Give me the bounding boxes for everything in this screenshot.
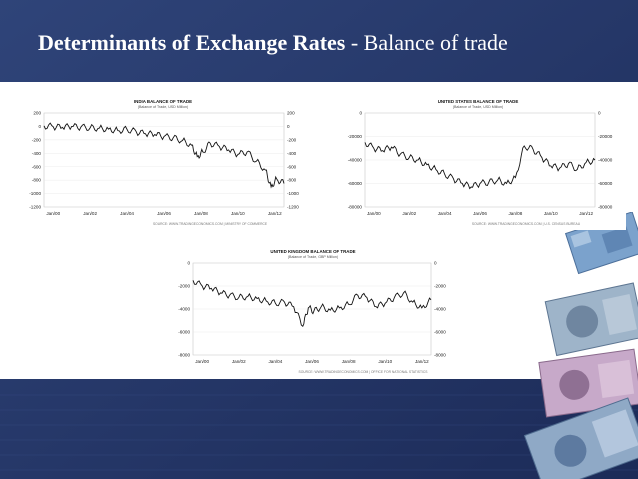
chart-india: INDIA BALANCE OF TRADE (Balance of Trade… <box>14 95 312 230</box>
y-tick-label-right: -200 <box>287 137 297 142</box>
chart-title: UNITED KINGDOM BALANCE OF TRADE <box>270 249 355 254</box>
chart-us-svg: UNITED STATES BALANCE OF TRADE (Balance … <box>348 99 613 226</box>
x-tick-label: Jan/08 <box>194 211 208 216</box>
y-tick-label: -4000 <box>178 307 190 312</box>
x-tick-label: Jan/10 <box>378 359 392 364</box>
y-tick-label-right: -60000 <box>598 181 613 186</box>
chart-source: SOURCE: WWW.TRADINGECONOMICS.COM | OFFIC… <box>299 370 429 374</box>
y-tick-label: -6000 <box>178 330 190 335</box>
y-tick-label-right: -4000 <box>434 307 446 312</box>
slide-title: Determinants of Exchange Rates - Balance… <box>38 30 508 56</box>
y-tick-label-right: 0 <box>598 111 601 116</box>
banknotes-image <box>523 212 638 479</box>
y-tick-label-right: 200 <box>287 111 295 116</box>
y-tick-label-right: -800 <box>287 178 297 183</box>
chart-subtitle: (Balance of Trade, USD Million) <box>138 105 188 109</box>
x-tick-label: Jan/04 <box>268 359 282 364</box>
x-tick-label: Jan/06 <box>157 211 171 216</box>
y-tick-label: 200 <box>33 111 41 116</box>
chart-source: SOURCE: WWW.TRADINGECONOMICS.COM | U.S. … <box>472 222 581 226</box>
chart-source: SOURCE: WWW.TRADINGECONOMICS.COM | MINIS… <box>153 222 268 226</box>
chart-india-svg: INDIA BALANCE OF TRADE (Balance of Trade… <box>29 99 299 226</box>
y-tick-label: 0 <box>359 111 362 116</box>
y-tick-label: -1000 <box>29 191 41 196</box>
x-tick-label: Jan/02 <box>83 211 97 216</box>
y-tick-label: -20000 <box>348 134 363 139</box>
y-tick-label: -80000 <box>348 205 363 210</box>
series-line <box>43 122 285 189</box>
x-tick-label: Jan/04 <box>120 211 134 216</box>
y-tick-label: -8000 <box>178 353 190 358</box>
y-tick-label: -800 <box>32 178 42 183</box>
chart-title: UNITED STATES BALANCE OF TRADE <box>438 99 519 104</box>
y-tick-label-right: -1000 <box>287 191 299 196</box>
y-tick-label-right: -400 <box>287 151 297 156</box>
x-tick-label: Jan/06 <box>305 359 319 364</box>
x-tick-label: Jan/04 <box>438 211 452 216</box>
chart-title: INDIA BALANCE OF TRADE <box>134 99 192 104</box>
x-tick-label: Jan/06 <box>473 211 487 216</box>
x-tick-label: Jan/00 <box>367 211 381 216</box>
chart-united-states: UNITED STATES BALANCE OF TRADE (Balance … <box>330 95 626 230</box>
y-tick-label: -1200 <box>29 205 41 210</box>
x-tick-label: Jan/00 <box>46 211 60 216</box>
plot-frame <box>43 112 285 208</box>
chart-united-kingdom: UNITED KINGDOM BALANCE OF TRADE (Balance… <box>163 245 463 378</box>
slide-title-bold: Determinants of Exchange Rates <box>38 30 346 55</box>
chart-uk-svg: UNITED KINGDOM BALANCE OF TRADE (Balance… <box>178 249 446 374</box>
series-line <box>192 280 432 328</box>
series-line <box>364 142 596 190</box>
y-tick-label-right: -8000 <box>434 353 446 358</box>
x-tick-label: Jan/12 <box>579 211 593 216</box>
y-tick-label: 0 <box>38 124 41 129</box>
y-tick-label-right: -6000 <box>434 330 446 335</box>
y-tick-label-right: 0 <box>287 124 290 129</box>
y-tick-label: -40000 <box>348 158 363 163</box>
y-tick-label-right: -600 <box>287 164 297 169</box>
y-tick-label: -2000 <box>178 284 190 289</box>
y-tick-label-right: -80000 <box>598 205 613 210</box>
x-tick-label: Jan/02 <box>232 359 246 364</box>
y-tick-label-right: -20000 <box>598 134 613 139</box>
y-tick-label: -60000 <box>348 181 363 186</box>
y-tick-label-right: -1200 <box>287 205 299 210</box>
x-tick-label: Jan/12 <box>268 211 282 216</box>
title-bar: Determinants of Exchange Rates - Balance… <box>0 0 638 82</box>
x-tick-label: Jan/12 <box>415 359 429 364</box>
x-tick-label: Jan/02 <box>402 211 416 216</box>
x-tick-label: Jan/10 <box>544 211 558 216</box>
x-tick-label: Jan/00 <box>195 359 209 364</box>
y-tick-label: -200 <box>32 137 42 142</box>
x-tick-label: Jan/08 <box>342 359 356 364</box>
y-tick-label-right: -40000 <box>598 158 613 163</box>
chart-subtitle: (Balance of Trade, USD Million) <box>453 105 503 109</box>
y-tick-label: 0 <box>187 261 190 266</box>
y-tick-label: -600 <box>32 164 42 169</box>
slide-title-rest: - Balance of trade <box>350 30 508 55</box>
chart-subtitle: (Balance of Trade, GBP Million) <box>288 255 338 259</box>
y-tick-label-right: 0 <box>434 261 437 266</box>
x-tick-label: Jan/10 <box>231 211 245 216</box>
y-tick-label: -400 <box>32 151 42 156</box>
y-tick-label-right: -2000 <box>434 284 446 289</box>
x-tick-label: Jan/08 <box>508 211 522 216</box>
